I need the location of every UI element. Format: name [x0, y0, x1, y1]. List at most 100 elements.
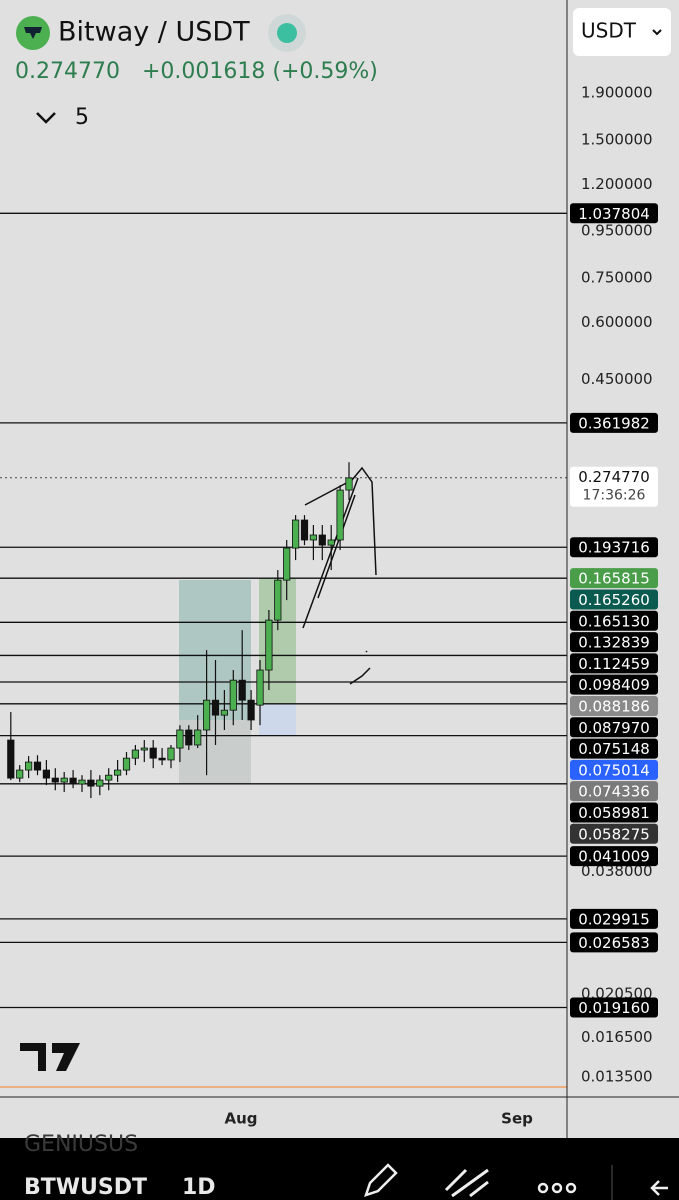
candle-body — [336, 489, 344, 541]
level-label: 0.361982 — [578, 414, 650, 432]
y-tick-label: 0.038000 — [581, 862, 653, 880]
symbol-title: Bitway / USDT — [58, 17, 250, 48]
level-tag — [570, 632, 658, 653]
level-label: 1.037804 — [578, 205, 650, 223]
candle-body — [7, 739, 15, 779]
currency[interactable]: USDT — [581, 19, 637, 43]
level-label: 0.165260 — [578, 591, 650, 609]
watermark: GENIUSUS — [24, 1132, 138, 1157]
y-tick-label: 1.500000 — [581, 131, 653, 149]
candle-body — [78, 779, 86, 785]
candle-body — [211, 699, 220, 716]
level-label: 0.112459 — [578, 655, 650, 673]
candle-body — [69, 777, 77, 785]
candle-body — [300, 519, 309, 541]
candle-body — [265, 619, 273, 671]
level-tag — [570, 908, 658, 929]
footer-symbol[interactable]: BTWUSDT — [24, 1175, 147, 1200]
level-tag — [570, 846, 658, 867]
level-label: 0.029915 — [578, 910, 650, 928]
level-label: 0.165815 — [578, 570, 650, 588]
plot — [0, 212, 567, 1009]
candle-body — [96, 779, 104, 787]
candle-body — [327, 539, 335, 546]
collapse-icon[interactable] — [36, 112, 56, 124]
level-label: 0.132839 — [578, 634, 650, 652]
level-tag — [570, 759, 658, 780]
level-tag — [570, 653, 658, 674]
level-tag — [570, 823, 658, 844]
bottom-bar — [0, 1138, 679, 1200]
level-tag — [570, 781, 658, 802]
level-tag — [570, 610, 658, 631]
y-tick-label: 0.750000 — [581, 268, 653, 286]
level-label: 0.058275 — [578, 825, 650, 843]
level-tag — [570, 738, 658, 759]
y-tick-label: 0.013500 — [581, 1068, 653, 1086]
y-tick-label: 0.950000 — [581, 221, 653, 239]
candle-body — [60, 777, 68, 783]
candle-body — [114, 769, 122, 776]
candle-body — [283, 547, 291, 581]
logo-mark — [24, 27, 42, 39]
candle-body — [42, 769, 51, 779]
back-icon[interactable] — [650, 1180, 668, 1196]
candle-body — [256, 669, 264, 706]
countdown: 17:36:26 — [583, 488, 646, 504]
level-label: 0.074336 — [578, 783, 650, 801]
candle-body — [345, 477, 353, 491]
tv-logo — [20, 1043, 80, 1071]
candle-body — [274, 579, 282, 621]
price-change: +0.001618 (+0.59%) — [142, 59, 378, 84]
indicator-count[interactable]: 5 — [75, 105, 89, 130]
x-tick-label: Aug — [224, 1110, 257, 1128]
y-tick-label: 0.450000 — [581, 370, 653, 388]
last-price-label: 0.274770 — [578, 468, 650, 486]
candle-body — [158, 757, 166, 761]
level-tag — [570, 203, 658, 224]
candle-body — [229, 679, 237, 711]
level-label: 0.165130 — [578, 612, 650, 630]
x-tick-label: Sep — [501, 1110, 533, 1128]
y-tick-label: 0.016500 — [581, 1028, 653, 1046]
footer-interval[interactable]: 1D — [182, 1175, 216, 1200]
draw-icon[interactable] — [364, 1163, 398, 1197]
candle-body — [238, 679, 246, 701]
tools-icon[interactable] — [444, 1168, 489, 1198]
candle-body — [33, 761, 42, 771]
level-tag — [570, 997, 658, 1018]
level-label: 0.058981 — [578, 804, 650, 822]
more-icon[interactable] — [537, 1182, 577, 1194]
level-label: 0.041009 — [578, 848, 650, 866]
candle-body — [122, 757, 131, 771]
level-label: 0.075014 — [578, 761, 650, 779]
level-label: 0.193716 — [578, 539, 650, 557]
candle-body — [87, 779, 95, 787]
candle-body — [167, 747, 175, 761]
candle-body — [176, 729, 184, 749]
level-tag — [570, 695, 658, 716]
drawing — [302, 466, 377, 685]
candle-body — [220, 709, 228, 716]
level-tag — [570, 717, 658, 738]
level-tag — [570, 589, 658, 610]
candle-body — [105, 774, 113, 781]
candle-body — [16, 769, 24, 779]
candle-body — [51, 777, 59, 783]
level-label: 0.087970 — [578, 719, 650, 737]
price: 0.274770 — [15, 59, 120, 84]
currency-button[interactable] — [573, 8, 671, 56]
level-tag — [570, 802, 658, 823]
position-zone — [259, 704, 296, 736]
level-label: 0.019160 — [578, 999, 650, 1017]
candle-body — [140, 747, 148, 751]
currency-caret[interactable] — [652, 29, 662, 36]
level-tag — [570, 674, 658, 695]
candle-body — [202, 699, 211, 731]
y-tick-label: 1.900000 — [581, 83, 653, 101]
level-tag — [570, 932, 658, 953]
level-tag — [570, 537, 658, 558]
level-tag — [570, 412, 658, 433]
candle-body — [318, 534, 326, 546]
